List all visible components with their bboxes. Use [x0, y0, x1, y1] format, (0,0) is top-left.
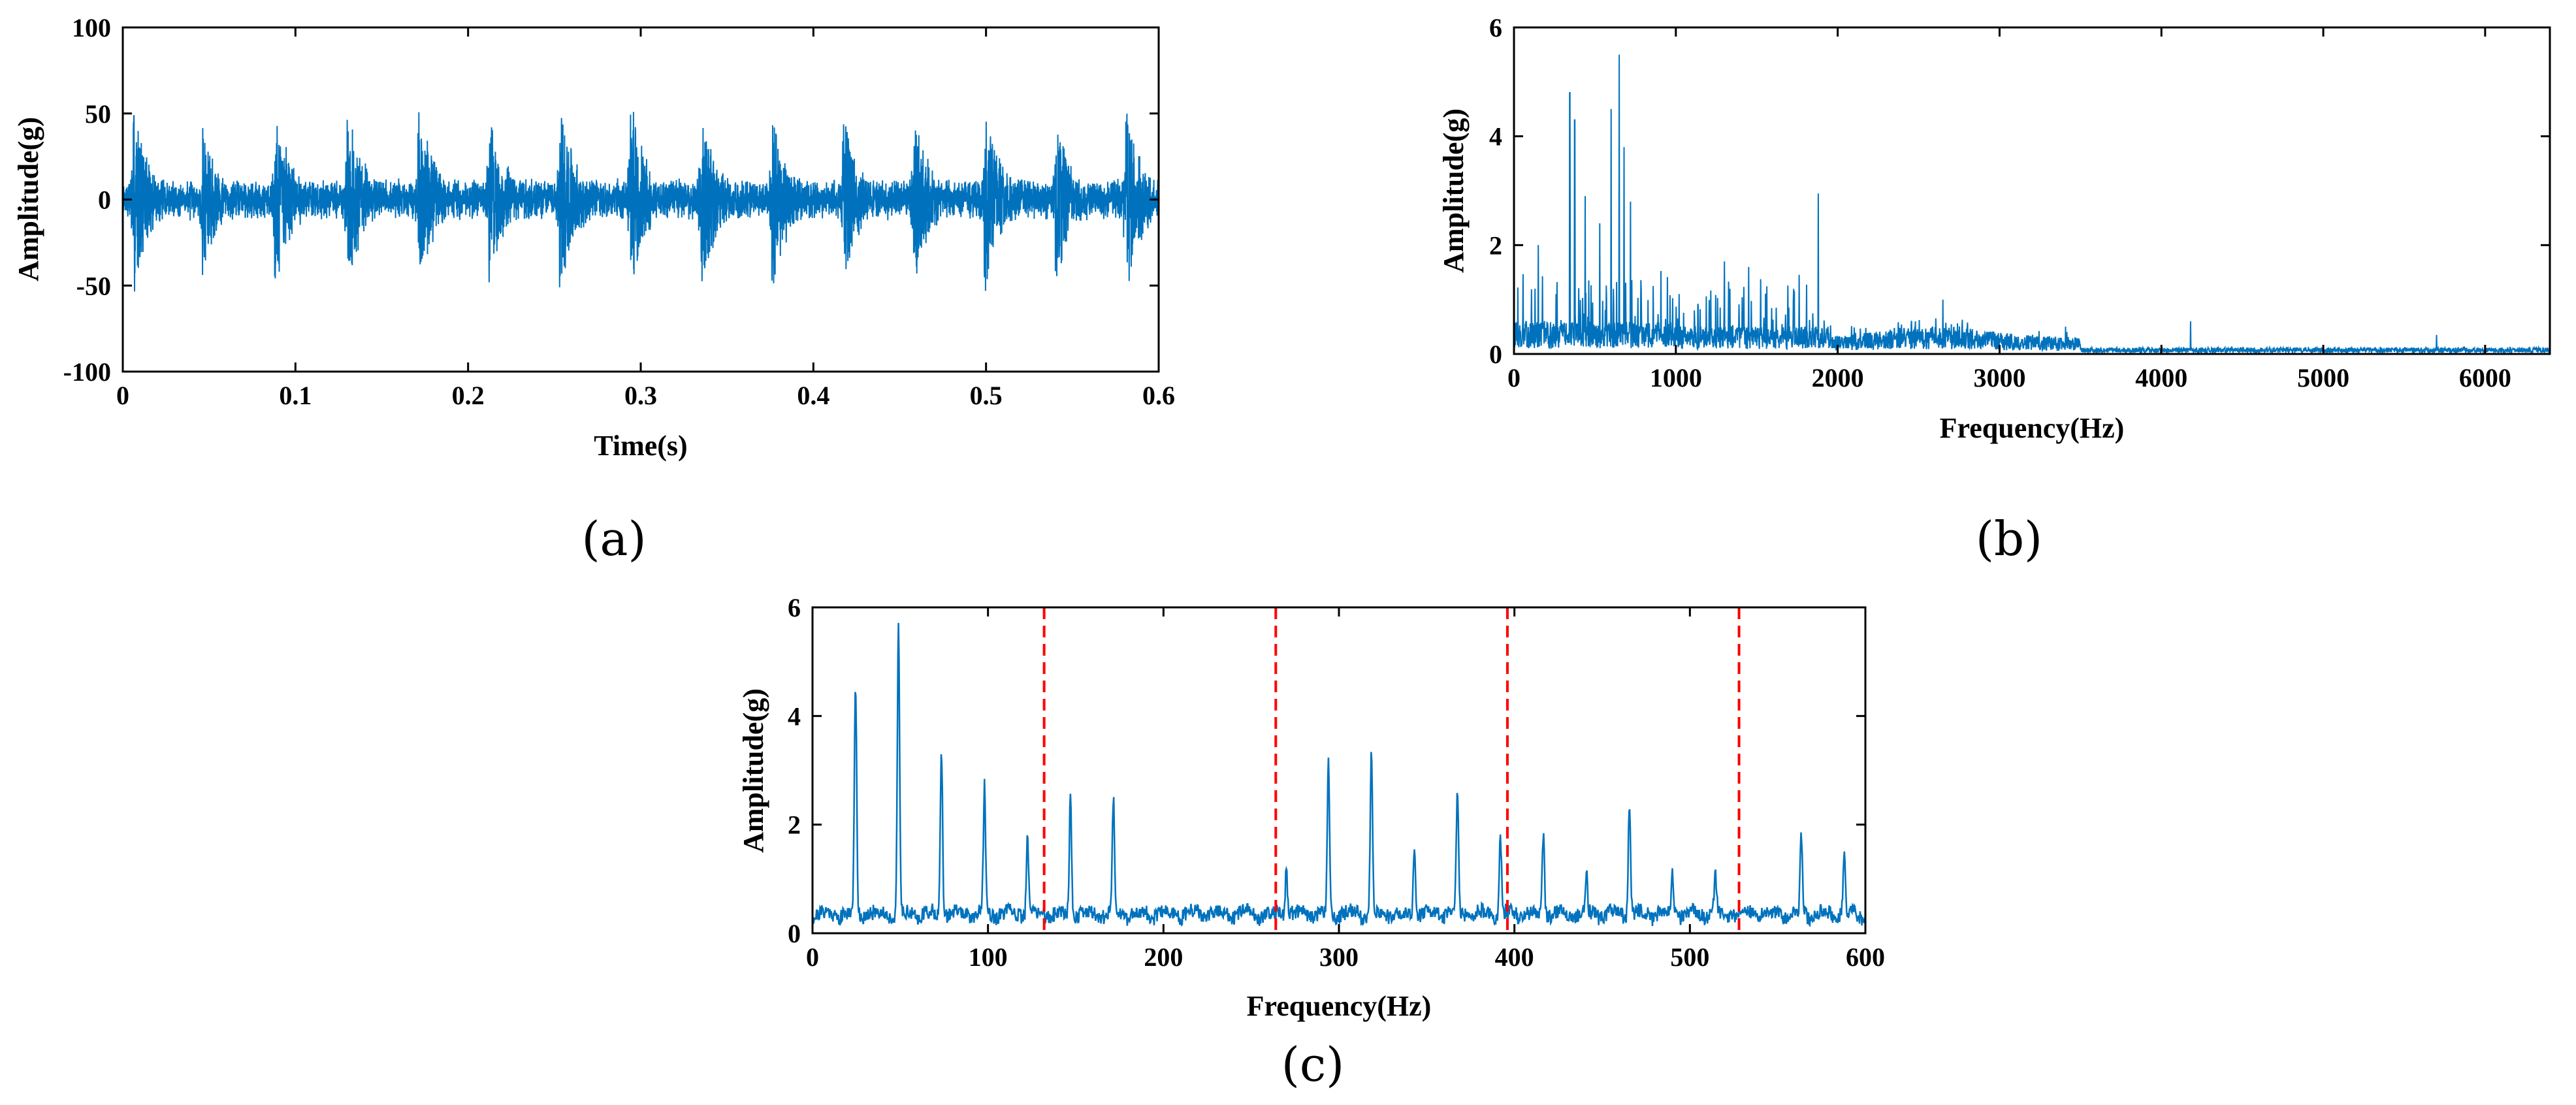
- ticks-c: 0 100 200 300 400 500 600 0 2 4 6: [788, 593, 1885, 972]
- xtick-label: 0: [116, 381, 129, 410]
- ylabel-a: Amplitude(g): [12, 117, 44, 281]
- xtick-label: 600: [1846, 942, 1885, 972]
- plot-area-c: [813, 622, 1865, 927]
- xtick-label: 100: [969, 942, 1008, 972]
- ytick-label: 2: [788, 810, 801, 840]
- ytick-label: 0: [788, 919, 801, 948]
- xtick-label: 0: [1507, 363, 1521, 392]
- panel-label-b: (b): [1976, 511, 2042, 566]
- xtick-label: 300: [1319, 942, 1359, 972]
- xtick-label: 0.4: [797, 381, 829, 410]
- plot-area-b: [1514, 54, 2550, 354]
- ytick-label: 6: [1489, 13, 1502, 42]
- ticks-a: 0 0.1 0.2 0.3 0.4 0.5 0.6 -100 -50 0 50 100: [63, 13, 1175, 410]
- xtick-label: 3000: [1973, 363, 2025, 392]
- ytick-label: 2: [1489, 231, 1502, 260]
- xtick-label: 2000: [1812, 363, 1864, 392]
- ytick-label: 50: [85, 99, 111, 129]
- marker-lines-c: [1042, 607, 1741, 933]
- xtick-label: 0.2: [452, 381, 485, 410]
- xtick-label: 500: [1670, 942, 1709, 972]
- panel-a: 0 0.1 0.2 0.3 0.4 0.5 0.6 -100 -50 0 50 100 Time(s)…: [12, 13, 1175, 566]
- series-spectrum: [1514, 54, 2550, 354]
- panel-label-c: (c): [1281, 1037, 1345, 1092]
- xlabel-a: Time(s): [594, 430, 687, 462]
- ylabel-b: Amplitude(g): [1438, 108, 1470, 273]
- xtick-label: 0: [806, 942, 819, 972]
- panel-c: 0 100 200 300 400 500 600 0 2 4 6 Frequency(Hz) Am…: [737, 593, 1885, 1092]
- xtick-label: 0.1: [279, 381, 312, 410]
- ytick-label: -100: [63, 357, 111, 387]
- panel-b: 0 1000 2000 3000 4000 5000 6000 0 2 4 6 Frequency(…: [1438, 13, 2551, 566]
- axes-box-c: [811, 606, 1867, 935]
- ytick-label: 4: [788, 701, 801, 731]
- ytick-label: 0: [98, 185, 111, 215]
- xtick-label: 200: [1144, 942, 1183, 972]
- ytick-label: 100: [72, 13, 111, 42]
- plot-area-a: [123, 112, 1159, 292]
- ticks-b: 0 1000 2000 3000 4000 5000 6000 0 2 4 6: [1489, 13, 2550, 392]
- series-vibration-signal: [123, 112, 1159, 292]
- xtick-label: 4000: [2135, 363, 2187, 392]
- xlabel-c: Frequency(Hz): [1247, 990, 1432, 1022]
- ytick-label: 4: [1489, 122, 1502, 152]
- xtick-label: 0.3: [624, 381, 657, 410]
- ylabel-c: Amplitude(g): [737, 688, 769, 853]
- ytick-label: 6: [788, 593, 801, 622]
- panel-label-a: (a): [581, 511, 646, 566]
- xtick-label: 5000: [2297, 363, 2349, 392]
- xtick-label: 400: [1495, 942, 1534, 972]
- ytick-label: -50: [76, 271, 111, 300]
- axes-box-b: [1513, 26, 2551, 355]
- xtick-label: 0.6: [1142, 381, 1175, 410]
- series-envelope-spectrum: [813, 622, 1865, 927]
- xtick-label: 6000: [2459, 363, 2511, 392]
- ytick-label: 0: [1489, 340, 1502, 369]
- xlabel-b: Frequency(Hz): [1940, 412, 2125, 444]
- xtick-label: 0.5: [970, 381, 1003, 410]
- xtick-label: 1000: [1650, 363, 1702, 392]
